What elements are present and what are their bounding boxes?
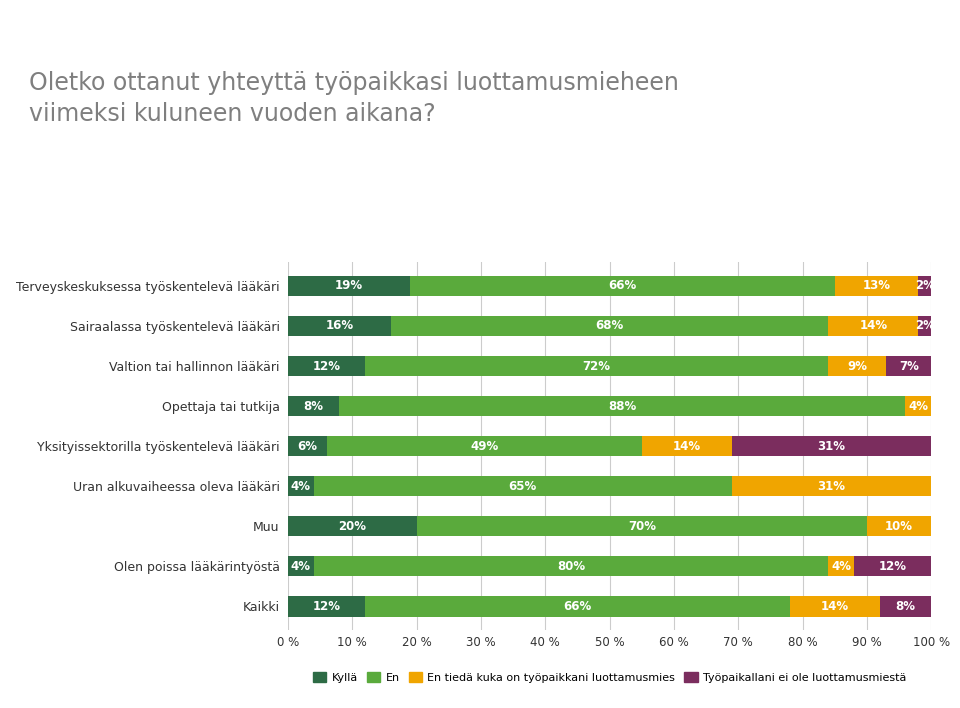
Text: 68%: 68% — [595, 319, 624, 333]
Legend: Kyllä, En, En tiedä kuka on työpaikkani luottamusmies, Työpaikallani ei ole luot: Kyllä, En, En tiedä kuka on työpaikkani … — [313, 673, 906, 683]
Text: 9%: 9% — [848, 360, 867, 372]
Text: 66%: 66% — [564, 600, 591, 612]
Bar — [919, 316, 931, 336]
Text: 10%: 10% — [949, 520, 960, 532]
Text: 4%: 4% — [291, 559, 311, 573]
Text: 49%: 49% — [470, 440, 498, 452]
Text: 4%: 4% — [291, 479, 311, 493]
Bar — [417, 515, 867, 537]
Text: 2%: 2% — [915, 319, 935, 333]
Bar — [288, 435, 326, 457]
Bar — [732, 476, 931, 496]
Text: 12%: 12% — [878, 559, 906, 573]
Text: 16%: 16% — [325, 319, 353, 333]
Bar — [790, 595, 879, 617]
Text: 31%: 31% — [818, 440, 846, 452]
Bar — [365, 595, 790, 617]
Text: 4%: 4% — [831, 559, 852, 573]
Text: 14%: 14% — [821, 600, 849, 612]
Text: 70%: 70% — [628, 520, 656, 532]
Text: 8%: 8% — [303, 399, 324, 413]
Text: 65%: 65% — [509, 479, 537, 493]
Text: 6%: 6% — [298, 440, 318, 452]
Bar — [879, 595, 931, 617]
Bar — [919, 275, 931, 297]
Text: 4%: 4% — [908, 399, 928, 413]
Bar — [905, 396, 931, 416]
Text: 14%: 14% — [859, 319, 887, 333]
Bar — [732, 435, 931, 457]
Text: 88%: 88% — [609, 399, 636, 413]
Bar — [886, 355, 931, 377]
Bar — [288, 556, 314, 576]
Text: 10%: 10% — [885, 520, 913, 532]
Bar — [410, 275, 834, 297]
Bar — [340, 396, 905, 416]
Bar — [288, 275, 410, 297]
Text: 20%: 20% — [338, 520, 367, 532]
Bar — [828, 316, 919, 336]
Text: 31%: 31% — [818, 479, 846, 493]
Bar — [391, 316, 828, 336]
Text: 13%: 13% — [862, 280, 891, 292]
Bar — [365, 355, 828, 377]
Bar — [288, 316, 391, 336]
Text: 12%: 12% — [313, 360, 341, 372]
Bar — [326, 435, 641, 457]
Bar — [288, 396, 340, 416]
Bar — [828, 355, 886, 377]
Text: 80%: 80% — [557, 559, 585, 573]
Text: 7%: 7% — [899, 360, 919, 372]
Text: 14%: 14% — [673, 440, 701, 452]
Bar — [314, 476, 732, 496]
Bar — [288, 595, 365, 617]
Text: 2%: 2% — [915, 280, 935, 292]
Bar — [854, 556, 931, 576]
Bar — [288, 515, 417, 537]
Bar — [641, 435, 732, 457]
Bar — [314, 556, 828, 576]
Text: 72%: 72% — [583, 360, 611, 372]
Text: 19%: 19% — [335, 280, 363, 292]
Text: 12%: 12% — [313, 600, 341, 612]
Text: 8%: 8% — [896, 600, 916, 612]
Bar — [288, 355, 365, 377]
Bar — [834, 275, 919, 297]
Bar — [931, 515, 960, 537]
Text: 66%: 66% — [609, 280, 636, 292]
Text: Oletko ottanut yhteyttä työpaikkasi luottamusmieheen
viimeksi kuluneen vuoden ai: Oletko ottanut yhteyttä työpaikkasi luot… — [29, 71, 679, 127]
Bar — [867, 515, 931, 537]
Bar — [288, 476, 314, 496]
Bar — [828, 556, 854, 576]
